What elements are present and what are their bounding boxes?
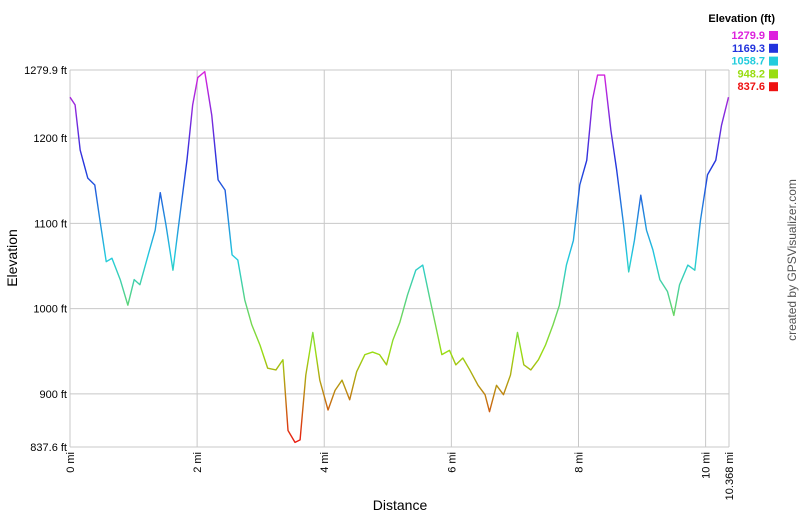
x-tick-label: 10.368 mi: [724, 452, 736, 500]
x-axis-label: Distance: [373, 497, 428, 513]
legend-swatch: [769, 82, 778, 92]
x-tick-label: 10 mi: [701, 452, 713, 479]
y-tick-label: 1200 ft: [33, 133, 67, 145]
y-tick-label: 837.6 ft: [30, 442, 67, 454]
legend-value: 948.2: [737, 68, 765, 80]
legend-value: 1169.3: [732, 43, 765, 55]
x-tick-label: 6 mi: [446, 452, 458, 473]
legend-swatch: [769, 31, 778, 40]
y-tick-label: 1000 ft: [33, 304, 67, 316]
x-tick-label: 8 mi: [573, 452, 585, 473]
legend-swatch: [769, 43, 778, 53]
x-tick-label: 0 mi: [65, 452, 77, 473]
legend-value: 837.6: [737, 81, 765, 93]
x-tick-label: 4 mi: [319, 452, 331, 473]
y-tick-label: 1279.9 ft: [24, 65, 67, 77]
legend-swatch: [769, 69, 778, 79]
legend-value: 1058.7: [731, 56, 765, 68]
legend-title: Elevation (ft): [708, 13, 775, 25]
legend-value: 1279.9: [731, 30, 765, 42]
credit: created by GPSVisualizer.com: [785, 179, 799, 341]
y-tick-label: 1100 ft: [34, 218, 67, 230]
legend-swatch: [769, 56, 778, 66]
y-axis-label: Elevation: [4, 229, 20, 287]
x-tick-label: 2 mi: [192, 452, 204, 473]
elevation-line: [69, 70, 730, 444]
y-tick-label: 900 ft: [39, 389, 67, 401]
